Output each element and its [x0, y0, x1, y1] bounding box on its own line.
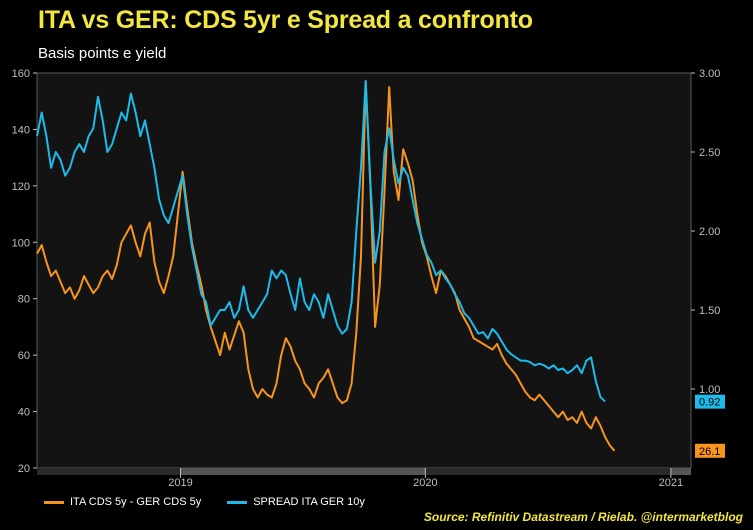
right-axis-label: 2.00 — [699, 226, 720, 238]
left-axis-label: 120 — [12, 181, 30, 193]
cds-last-value-badge-text: 26.1 — [699, 446, 720, 458]
left-axis-label: 20 — [18, 463, 30, 475]
legend: ITA CDS 5y - GER CDS 5y SPREAD ITA GER 1… — [44, 494, 391, 510]
x-axis-band — [37, 468, 181, 475]
spread-series-line — [36, 79, 606, 403]
legend-label-cds: ITA CDS 5y - GER CDS 5y — [70, 496, 202, 508]
left-axis-label: 100 — [12, 237, 30, 249]
right-axis-label: 1.00 — [699, 384, 720, 396]
spread-last-value-badge-text: 0.92 — [699, 397, 720, 409]
right-axis-label: 1.50 — [699, 305, 720, 317]
left-axis-label: 140 — [12, 124, 30, 136]
left-axis-label: 60 — [18, 350, 30, 362]
legend-swatch-spread — [227, 500, 248, 504]
legend-item-cds: ITA CDS 5y - GER CDS 5y — [44, 496, 201, 508]
x-axis-band — [670, 468, 691, 475]
chart-title: ITA vs GER: CDS 5yr e Spread a confronto — [38, 6, 533, 34]
legend-label-spread: SPREAD ITA GER 10y — [253, 496, 365, 508]
legend-swatch-cds — [44, 500, 64, 504]
left-axis-label: 160 — [12, 68, 30, 80]
source-note: Source: Refinitiv Datastream / Rielab. @… — [423, 510, 743, 524]
left-axis-label: 40 — [18, 407, 30, 419]
legend-item-spread: SPREAD ITA GER 10y — [227, 496, 365, 508]
x-axis-label: 2019 — [168, 477, 192, 489]
x-axis-band — [425, 468, 671, 475]
cds-last-value-badge — [695, 443, 725, 458]
x-axis-label: 2021 — [659, 477, 683, 489]
x-axis-band — [180, 468, 426, 475]
last-value-badges: 0.92 26.1 — [695, 394, 725, 458]
axes-group: 20 40 60 80 100 120 140 160 1.00 1.50 2.00 2.50 3.00… — [12, 68, 721, 489]
chart-subtitle: Basis points e yield — [38, 45, 167, 62]
spread-last-value-badge — [695, 394, 725, 409]
right-axis-label: 3.00 — [699, 68, 720, 80]
cds-series-line — [36, 80, 616, 452]
left-axis-label: 80 — [18, 294, 30, 306]
right-axis-label: 2.50 — [699, 147, 720, 159]
x-axis-label: 2020 — [413, 477, 437, 489]
series-group — [36, 79, 616, 452]
